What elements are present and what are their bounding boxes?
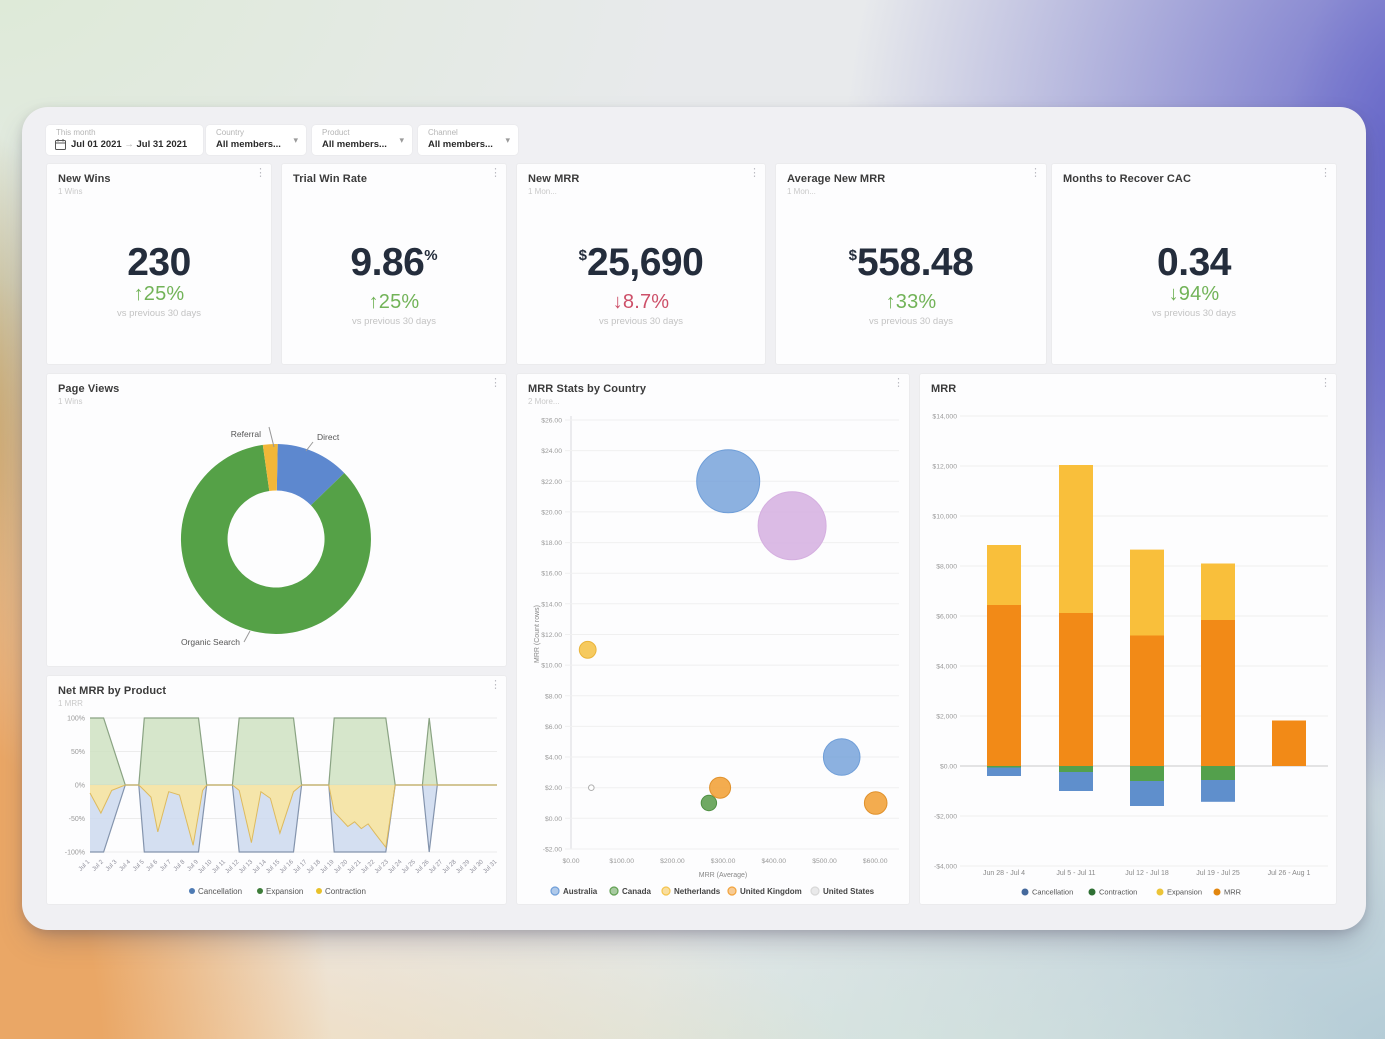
svg-text:$14.00: $14.00: [541, 601, 562, 608]
svg-text:-$4,000: -$4,000: [934, 864, 957, 871]
svg-text:United Kingdom: United Kingdom: [740, 887, 802, 896]
svg-text:Jul 12: Jul 12: [224, 858, 241, 875]
svg-text:Jul 1: Jul 1: [77, 858, 92, 873]
svg-text:-$2,000: -$2,000: [934, 814, 957, 821]
svg-text:Jul 12 - Jul 18: Jul 12 - Jul 18: [1125, 870, 1169, 877]
svg-text:Jun 28 - Jul 4: Jun 28 - Jul 4: [983, 870, 1025, 877]
svg-text:Jul 26: Jul 26: [414, 858, 431, 875]
svg-text:$0.00: $0.00: [562, 858, 579, 865]
svg-text:Jul 21: Jul 21: [346, 858, 363, 875]
svg-text:Netherlands: Netherlands: [674, 887, 721, 896]
svg-text:$100.00: $100.00: [609, 858, 634, 865]
svg-text:$500.00: $500.00: [812, 858, 837, 865]
svg-text:$10,000: $10,000: [932, 514, 957, 521]
svg-text:$0.00: $0.00: [545, 816, 562, 823]
svg-text:Jul 30: Jul 30: [468, 858, 485, 875]
svg-text:$14,000: $14,000: [932, 414, 957, 421]
svg-text:$0.00: $0.00: [940, 764, 957, 771]
svg-text:Jul 6: Jul 6: [145, 858, 160, 873]
svg-text:Canada: Canada: [622, 887, 651, 896]
svg-text:100%: 100%: [67, 716, 85, 723]
svg-text:Jul 19: Jul 19: [319, 858, 336, 875]
svg-text:Jul 23: Jul 23: [373, 858, 390, 875]
svg-text:Jul 28: Jul 28: [441, 858, 458, 875]
svg-text:$8.00: $8.00: [545, 693, 562, 700]
svg-text:Jul 18: Jul 18: [305, 858, 322, 875]
svg-text:$4.00: $4.00: [545, 755, 562, 762]
svg-text:Jul 27: Jul 27: [427, 858, 444, 875]
svg-text:$300.00: $300.00: [711, 858, 736, 865]
svg-text:Jul 15: Jul 15: [265, 858, 282, 875]
svg-text:Jul 5: Jul 5: [132, 858, 147, 873]
svg-text:-$2.00: -$2.00: [543, 847, 562, 854]
svg-text:-100%: -100%: [65, 850, 85, 857]
svg-text:$6,000: $6,000: [936, 614, 957, 621]
svg-text:$600.00: $600.00: [863, 858, 888, 865]
svg-text:Contraction: Contraction: [1099, 888, 1137, 897]
svg-text:Contraction: Contraction: [325, 887, 366, 896]
svg-text:MRR (Average): MRR (Average): [699, 872, 748, 879]
svg-text:Jul 3: Jul 3: [104, 858, 119, 873]
svg-text:Jul 4: Jul 4: [118, 858, 133, 873]
svg-text:Jul 10: Jul 10: [197, 858, 214, 875]
svg-text:$400.00: $400.00: [762, 858, 787, 865]
svg-text:MRR: MRR: [1224, 888, 1242, 897]
svg-text:Jul 7: Jul 7: [159, 858, 174, 873]
svg-text:Jul 20: Jul 20: [333, 858, 350, 875]
svg-text:$6.00: $6.00: [545, 724, 562, 731]
svg-text:$200.00: $200.00: [660, 858, 685, 865]
svg-text:Cancellation: Cancellation: [198, 887, 242, 896]
svg-text:$12.00: $12.00: [541, 632, 562, 639]
svg-text:MRR (Count rows): MRR (Count rows): [534, 605, 541, 663]
svg-text:$8,000: $8,000: [936, 564, 957, 571]
svg-text:$24.00: $24.00: [541, 448, 562, 455]
svg-text:Jul 2: Jul 2: [91, 858, 106, 873]
svg-text:$12,000: $12,000: [932, 464, 957, 471]
svg-text:Expansion: Expansion: [266, 887, 303, 896]
svg-text:Jul 31: Jul 31: [482, 858, 499, 875]
svg-text:Jul 5 - Jul 11: Jul 5 - Jul 11: [1056, 870, 1095, 877]
svg-text:Cancellation: Cancellation: [1032, 888, 1073, 897]
svg-text:$22.00: $22.00: [541, 479, 562, 486]
svg-text:Referral: Referral: [231, 429, 261, 439]
svg-text:$26.00: $26.00: [541, 418, 562, 425]
svg-text:Organic Search: Organic Search: [181, 637, 240, 647]
svg-text:$4,000: $4,000: [936, 664, 957, 671]
svg-text:Jul 25: Jul 25: [400, 858, 417, 875]
svg-text:50%: 50%: [71, 749, 85, 756]
svg-text:Direct: Direct: [317, 432, 340, 442]
svg-text:-50%: -50%: [69, 816, 85, 823]
svg-text:Jul 17: Jul 17: [292, 858, 309, 875]
svg-text:United States: United States: [823, 887, 875, 896]
svg-text:Jul 19 - Jul 25: Jul 19 - Jul 25: [1196, 870, 1240, 877]
svg-text:Expansion: Expansion: [1167, 888, 1202, 897]
svg-text:$20.00: $20.00: [541, 509, 562, 516]
svg-text:Jul 13: Jul 13: [238, 858, 255, 875]
svg-text:$10.00: $10.00: [541, 663, 562, 670]
svg-text:0%: 0%: [75, 783, 85, 790]
svg-text:$2.00: $2.00: [545, 785, 562, 792]
svg-text:$18.00: $18.00: [541, 540, 562, 547]
svg-text:$2,000: $2,000: [936, 714, 957, 721]
svg-text:Jul 22: Jul 22: [360, 858, 377, 875]
svg-text:Jul 26 - Aug 1: Jul 26 - Aug 1: [1268, 870, 1311, 877]
svg-text:Jul 24: Jul 24: [387, 858, 404, 875]
svg-text:Jul 29: Jul 29: [455, 858, 472, 875]
svg-text:Jul 16: Jul 16: [278, 858, 295, 875]
svg-text:Jul 14: Jul 14: [251, 858, 268, 875]
svg-text:Jul 8: Jul 8: [172, 858, 187, 873]
svg-text:$16.00: $16.00: [541, 571, 562, 578]
svg-text:Australia: Australia: [563, 887, 598, 896]
